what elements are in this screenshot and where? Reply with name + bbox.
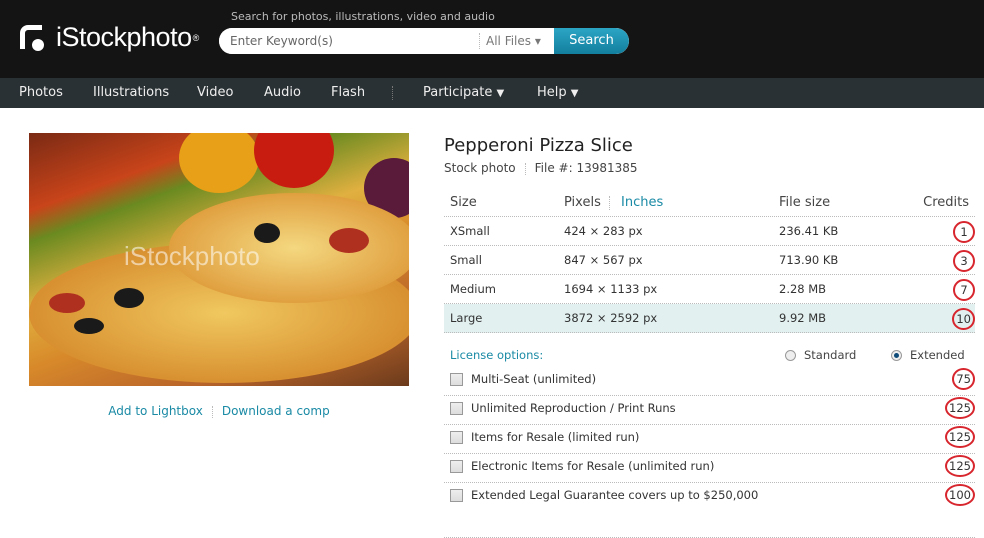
license-option-label: Extended Legal Guarantee covers up to $2…: [471, 488, 759, 502]
size-credits: 7: [953, 279, 975, 301]
license-option: Items for Resale (limited run) 125: [444, 425, 975, 454]
product-photo[interactable]: iStockphoto: [29, 133, 409, 386]
page-title: Pepperoni Pizza Slice: [444, 135, 633, 156]
search-bar: All Files ▾ Search: [219, 28, 629, 54]
nav-divider: [392, 86, 393, 100]
license-option: Multi-Seat (unlimited) 75: [444, 367, 975, 396]
registered-mark: ®: [192, 32, 200, 43]
license-credits: 125: [945, 455, 975, 477]
license-checkbox[interactable]: [450, 431, 463, 444]
logo[interactable]: iStockphoto ®: [18, 22, 199, 53]
search-input[interactable]: [219, 28, 479, 54]
nav-illustrations[interactable]: Illustrations: [93, 85, 170, 100]
chevron-down-icon: ▼: [570, 88, 579, 99]
product-type: Stock photo: [444, 161, 516, 175]
license-credits: 75: [952, 368, 975, 390]
license-checkbox[interactable]: [450, 489, 463, 502]
search-hint: Search for photos, illustrations, video …: [231, 10, 495, 23]
size-row-small[interactable]: Small 847 × 567 px 713.90 KB 3: [444, 246, 975, 275]
standard-label: Standard: [804, 348, 857, 362]
logo-icon: [18, 23, 48, 53]
nav-help-label: Help: [537, 85, 567, 100]
size-table: Size Pixels Inches File size Credits XSm…: [444, 188, 975, 333]
nav-participate[interactable]: Participate ▼: [423, 85, 504, 100]
divider: [609, 196, 610, 210]
download-comp-link[interactable]: Download a comp: [221, 404, 330, 418]
license-option: Unlimited Reproduction / Print Runs 125: [444, 396, 975, 425]
license-checkbox[interactable]: [450, 460, 463, 473]
nav-flash[interactable]: Flash: [331, 85, 366, 100]
logo-text: iStockphoto: [56, 22, 192, 52]
size-filesize: 713.90 KB: [779, 253, 839, 267]
file-number: File #: 13981385: [534, 161, 638, 175]
main-nav: Photos Illustrations Video Audio Flash P…: [0, 78, 984, 108]
size-pixels: 847 × 567 px: [564, 253, 643, 267]
license-option-label: Unlimited Reproduction / Print Runs: [471, 401, 676, 415]
col-pixels[interactable]: Pixels: [564, 195, 601, 210]
col-filesize: File size: [779, 195, 831, 210]
size-name: XSmall: [450, 224, 490, 238]
nav-audio[interactable]: Audio: [264, 85, 301, 100]
col-size: Size: [450, 195, 477, 210]
search-button[interactable]: Search: [554, 28, 629, 54]
size-row-xsmall[interactable]: XSmall 424 × 283 px 236.41 KB 1: [444, 217, 975, 246]
size-row-large[interactable]: Large 3872 × 2592 px 9.92 MB 10: [444, 304, 975, 333]
size-credits: 1: [953, 221, 975, 243]
extended-label: Extended: [910, 348, 965, 362]
standard-radio[interactable]: Standard: [785, 345, 856, 365]
product-meta: Stock photo File #: 13981385: [444, 161, 638, 175]
size-filesize: 2.28 MB: [779, 282, 827, 296]
size-credits: 10: [952, 308, 975, 330]
license-options: License options: Standard Extended Multi…: [444, 345, 975, 538]
size-name: Small: [450, 253, 482, 267]
license-checkbox[interactable]: [450, 373, 463, 386]
license-credits: 100: [945, 484, 975, 506]
add-to-lightbox-link[interactable]: Add to Lightbox: [108, 404, 203, 418]
size-pixels: 3872 × 2592 px: [564, 311, 658, 325]
size-pixels: 1694 × 1133 px: [564, 282, 658, 296]
size-name: Medium: [450, 282, 496, 296]
size-filesize: 9.92 MB: [779, 311, 827, 325]
header: iStockphoto ® Search for photos, illustra…: [0, 0, 984, 78]
size-pixels: 424 × 283 px: [564, 224, 643, 238]
nav-photos[interactable]: Photos: [19, 85, 63, 100]
nav-participate-label: Participate: [423, 85, 493, 100]
divider: [524, 162, 526, 175]
file-type-value: All Files: [486, 34, 532, 48]
license-option-label: Multi-Seat (unlimited): [471, 372, 597, 386]
size-name: Large: [450, 311, 483, 325]
size-row-medium[interactable]: Medium 1694 × 1133 px 2.28 MB 7: [444, 275, 975, 304]
nav-help[interactable]: Help ▼: [537, 85, 578, 100]
radio-icon: [785, 349, 796, 361]
divider: [211, 405, 213, 418]
license-option-label: Electronic Items for Resale (unlimited r…: [471, 459, 715, 473]
license-label: License options:: [450, 348, 544, 362]
size-credits: 3: [953, 250, 975, 272]
license-checkbox[interactable]: [450, 402, 463, 415]
license-option-label: Items for Resale (limited run): [471, 430, 640, 444]
chevron-down-icon: ▼: [496, 88, 505, 99]
extended-radio[interactable]: Extended: [891, 345, 965, 365]
nav-video[interactable]: Video: [197, 85, 234, 100]
photo-links: Add to Lightbox Download a comp: [0, 404, 438, 418]
license-option: Electronic Items for Resale (unlimited r…: [444, 454, 975, 483]
size-filesize: 236.41 KB: [779, 224, 839, 238]
col-credits: Credits: [923, 195, 969, 210]
file-type-dropdown[interactable]: All Files ▾: [479, 33, 554, 49]
radio-selected-icon: [891, 349, 902, 361]
chevron-down-icon: ▾: [534, 34, 541, 48]
table-header: Size Pixels Inches File size Credits: [444, 188, 975, 217]
watermark: iStockphoto: [124, 241, 260, 271]
license-option: Extended Legal Guarantee covers up to $2…: [444, 483, 975, 538]
inches-toggle[interactable]: Inches: [621, 195, 664, 210]
license-credits: 125: [945, 397, 975, 419]
license-credits: 125: [945, 426, 975, 448]
